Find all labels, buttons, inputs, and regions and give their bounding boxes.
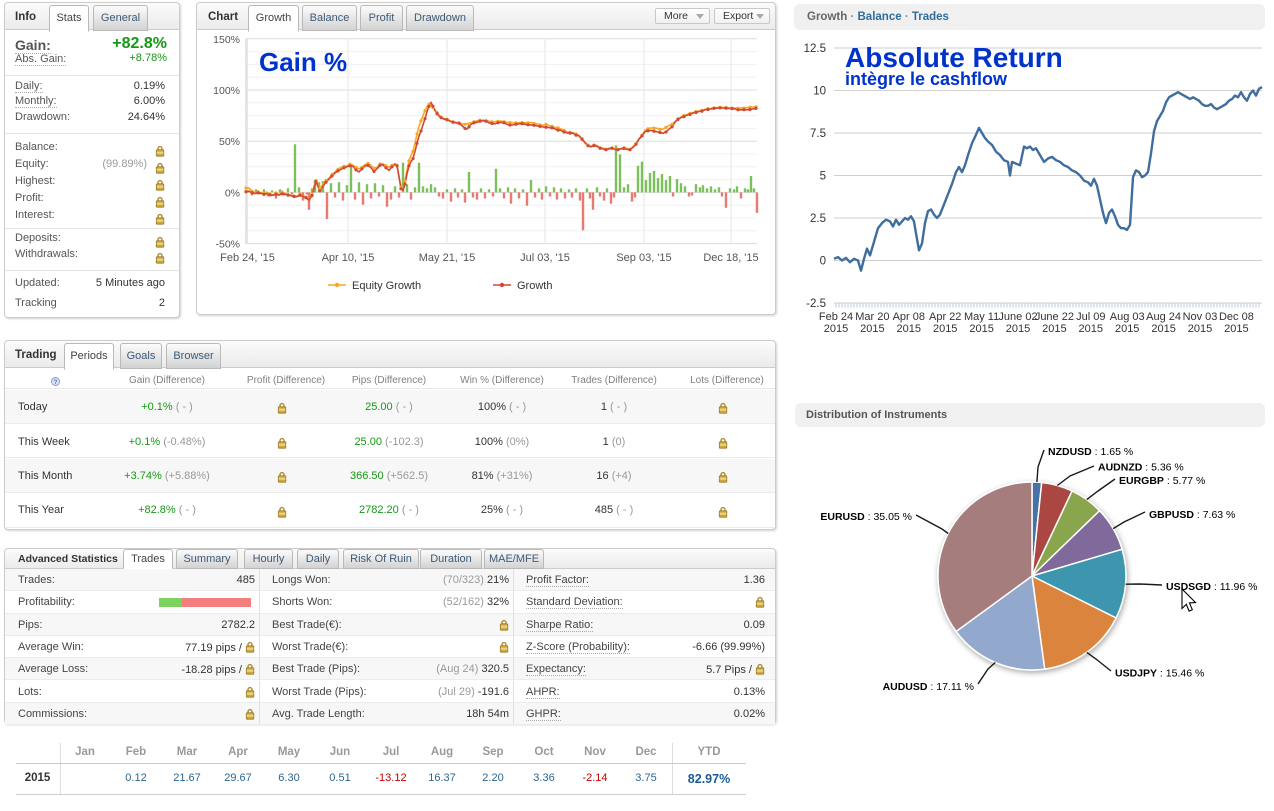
svg-text:0%: 0%	[225, 187, 240, 199]
svg-text:EURGBP : 5.77 %: EURGBP : 5.77 %	[1119, 475, 1205, 487]
svg-text:Aug 03: Aug 03	[1110, 311, 1145, 323]
svg-text:2015: 2015	[860, 323, 884, 335]
svg-text:Gain %: Gain %	[259, 47, 347, 77]
svg-text:100%: 100%	[213, 85, 240, 97]
svg-text:2015: 2015	[824, 323, 848, 335]
svg-text:June 02: June 02	[998, 311, 1037, 323]
svg-text:2015: 2015	[1151, 323, 1175, 335]
svg-text:May 21, '15: May 21, '15	[419, 252, 476, 264]
svg-text:June 22: June 22	[1035, 311, 1074, 323]
svg-text:Feb 24, '15: Feb 24, '15	[220, 252, 275, 264]
svg-text:Aug 24: Aug 24	[1146, 311, 1181, 323]
svg-text:150%: 150%	[213, 34, 240, 46]
svg-text:5: 5	[820, 171, 826, 183]
svg-text:Nov 03: Nov 03	[1183, 311, 1218, 323]
svg-text:GBPUSD : 7.63 %: GBPUSD : 7.63 %	[1149, 509, 1235, 521]
svg-text:Dec 18, '15: Dec 18, '15	[703, 252, 758, 264]
svg-text:intègre le cashflow: intègre le cashflow	[845, 69, 1008, 89]
svg-text:NZDUSD : 1.65 %: NZDUSD : 1.65 %	[1048, 446, 1133, 458]
svg-text:-2.5: -2.5	[806, 298, 826, 310]
svg-text:2015: 2015	[1006, 323, 1030, 335]
svg-text:AUDNZD : 5.36 %: AUDNZD : 5.36 %	[1098, 462, 1184, 474]
svg-text:AUDUSD : 17.11 %: AUDUSD : 17.11 %	[883, 681, 974, 693]
svg-text:2015: 2015	[1042, 323, 1066, 335]
svg-text:Growth: Growth	[517, 280, 552, 292]
svg-text:Apr 08: Apr 08	[893, 311, 925, 323]
svg-text:Dec 08: Dec 08	[1219, 311, 1254, 323]
svg-text:2015: 2015	[1188, 323, 1212, 335]
svg-text:Feb 24: Feb 24	[819, 311, 853, 323]
svg-text:May 11: May 11	[964, 311, 999, 323]
svg-text:Equity Growth: Equity Growth	[352, 280, 421, 292]
svg-text:Apr 10, '15: Apr 10, '15	[322, 252, 375, 264]
svg-text:0: 0	[820, 256, 826, 268]
svg-text:2.5: 2.5	[810, 213, 826, 225]
svg-text:7.5: 7.5	[810, 128, 826, 140]
svg-text:Mar 20: Mar 20	[855, 311, 889, 323]
svg-text:2015: 2015	[969, 323, 993, 335]
svg-text:2015: 2015	[1224, 323, 1248, 335]
svg-text:EURUSD : 35.05 %: EURUSD : 35.05 %	[820, 511, 912, 523]
svg-text:2015: 2015	[897, 323, 921, 335]
svg-text:2015: 2015	[1079, 323, 1103, 335]
svg-text:2015: 2015	[1115, 323, 1139, 335]
svg-text:Apr 22: Apr 22	[929, 311, 961, 323]
svg-text:USDSGD : 11.96 %: USDSGD : 11.96 %	[1166, 581, 1257, 593]
svg-text:Jul 03, '15: Jul 03, '15	[520, 252, 570, 264]
svg-text:Sep 03, '15: Sep 03, '15	[616, 252, 671, 264]
svg-text:Absolute Return: Absolute Return	[845, 42, 1063, 73]
svg-text:Jul 09: Jul 09	[1076, 311, 1105, 323]
svg-text:USDJPY : 15.46 %: USDJPY : 15.46 %	[1115, 668, 1204, 680]
svg-text:-50%: -50%	[215, 239, 240, 251]
svg-text:10: 10	[813, 86, 826, 98]
svg-text:2015: 2015	[933, 323, 957, 335]
svg-text:?: ?	[54, 379, 58, 386]
svg-text:12.5: 12.5	[804, 43, 826, 55]
svg-text:50%: 50%	[219, 136, 240, 148]
